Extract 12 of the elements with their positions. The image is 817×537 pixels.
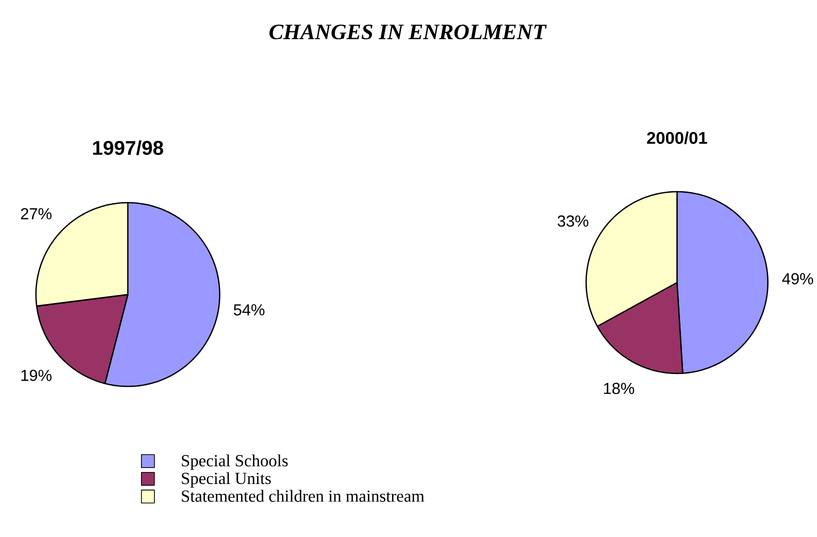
legend-label: Special Units: [182, 472, 271, 488]
data-label: 33%: [558, 215, 588, 227]
chart-subtitle: 1997/98: [93, 140, 164, 156]
legend-label: Statemented children in mainstream: [182, 490, 424, 502]
chart-title: CHANGES IN ENROLMENT: [270, 24, 547, 40]
data-label: 54%: [234, 304, 264, 316]
data-label: 18%: [604, 382, 634, 394]
legend-label: Special Schools: [182, 454, 288, 470]
data-label: 27%: [21, 208, 52, 220]
data-label: 19%: [21, 370, 52, 381]
data-label: 49%: [782, 273, 814, 284]
chart-title: 2000/01: [647, 131, 708, 144]
